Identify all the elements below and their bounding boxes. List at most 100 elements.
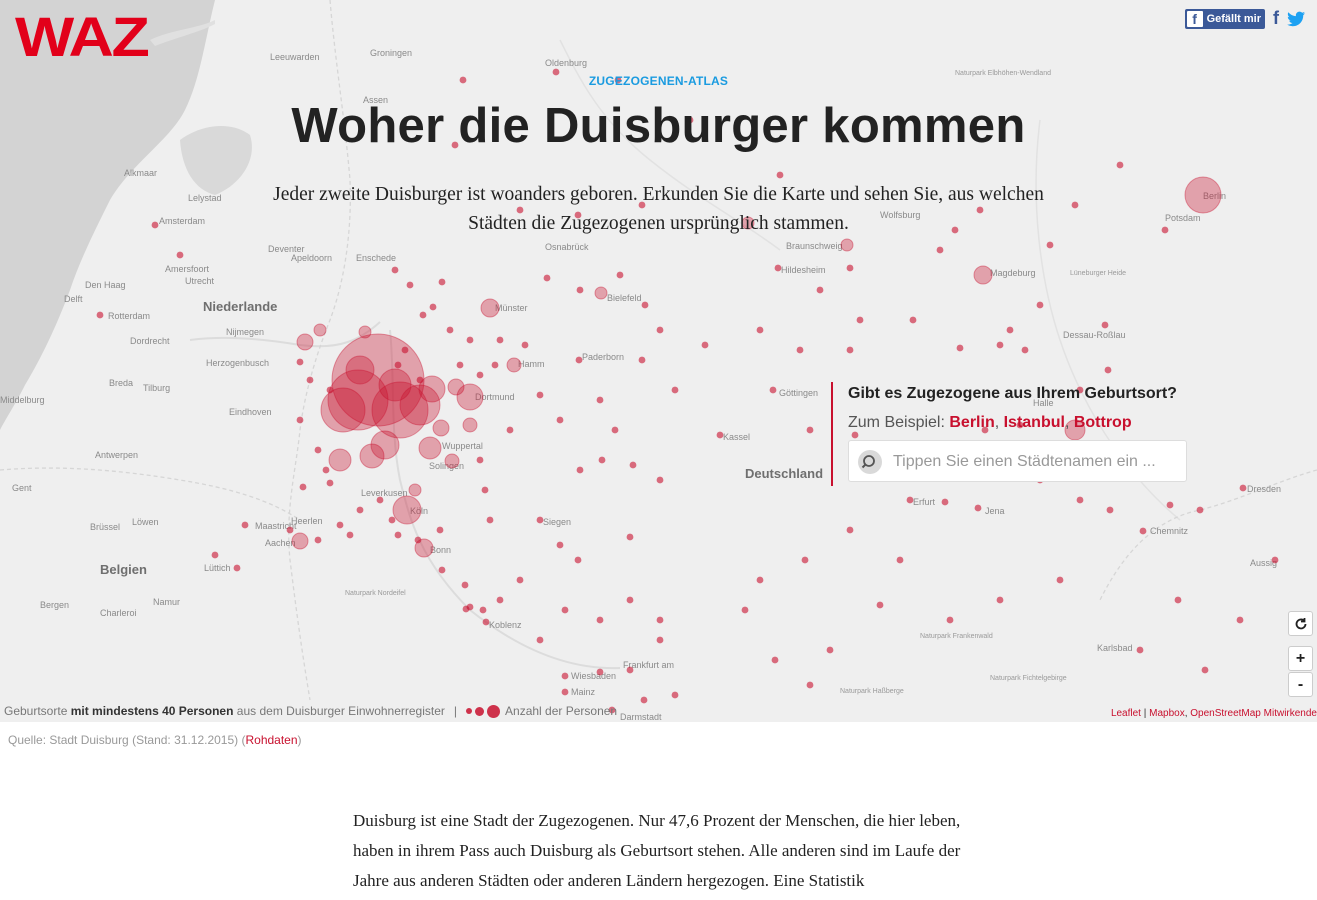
bubble-marker[interactable] — [906, 496, 914, 504]
bubble-marker[interactable] — [436, 526, 444, 534]
bubble-marker[interactable] — [806, 426, 814, 434]
waz-logo[interactable]: WAZ — [15, 5, 150, 68]
bubble-marker[interactable] — [629, 461, 637, 469]
bubble-marker[interactable] — [314, 446, 322, 454]
bubble-marker[interactable] — [576, 466, 584, 474]
bubble-marker[interactable] — [296, 358, 304, 366]
bubble-marker[interactable] — [176, 251, 184, 259]
bubble-marker[interactable] — [536, 636, 544, 644]
bubble-marker[interactable] — [476, 371, 484, 379]
bubble-marker[interactable] — [461, 581, 469, 589]
bubble-marker[interactable] — [370, 430, 400, 460]
bubble-marker[interactable] — [1184, 176, 1222, 214]
example-link-bottrop[interactable]: Bottrop — [1073, 414, 1132, 431]
bubble-marker[interactable] — [638, 201, 646, 209]
bubble-marker[interactable] — [816, 286, 824, 294]
bubble-marker[interactable] — [756, 326, 764, 334]
bubble-marker[interactable] — [596, 668, 604, 676]
bubble-marker[interactable] — [626, 666, 634, 674]
rohdaten-link[interactable]: Rohdaten — [245, 733, 298, 747]
bubble-marker[interactable] — [1076, 386, 1084, 394]
bubble-marker[interactable] — [946, 616, 954, 624]
example-link-istanbul[interactable]: Istanbul — [1003, 414, 1065, 431]
bubble-marker[interactable] — [326, 479, 334, 487]
bubble-marker[interactable] — [466, 336, 474, 344]
bubble-marker[interactable] — [640, 696, 648, 704]
leaflet-link[interactable]: Leaflet — [1110, 708, 1141, 719]
bubble-marker[interactable] — [656, 616, 664, 624]
bubble-marker[interactable] — [976, 206, 984, 214]
bubble-marker[interactable] — [1239, 484, 1247, 492]
bubble-marker[interactable] — [345, 355, 375, 385]
city-search-input[interactable] — [891, 449, 1180, 475]
bubble-marker[interactable] — [552, 68, 560, 76]
bubble-marker[interactable] — [408, 483, 422, 497]
bubble-marker[interactable] — [459, 76, 467, 84]
bubble-marker[interactable] — [241, 521, 249, 529]
bubble-marker[interactable] — [846, 264, 854, 272]
bubble-marker[interactable] — [1166, 501, 1174, 509]
bubble-marker[interactable] — [516, 206, 524, 214]
bubble-marker[interactable] — [491, 361, 499, 369]
bubble-marker[interactable] — [1161, 226, 1169, 234]
bubble-marker[interactable] — [656, 476, 664, 484]
bubble-marker[interactable] — [576, 286, 584, 294]
bubble-marker[interactable] — [296, 416, 304, 424]
bubble-marker[interactable] — [671, 691, 679, 699]
bubble-marker[interactable] — [429, 303, 437, 311]
reset-view-button[interactable] — [1288, 611, 1313, 636]
bubble-marker[interactable] — [496, 596, 504, 604]
bubble-marker[interactable] — [741, 216, 755, 230]
bubble-marker[interactable] — [462, 605, 470, 613]
bubble-marker[interactable] — [1116, 161, 1124, 169]
bubble-marker[interactable] — [1016, 421, 1024, 429]
bubble-marker[interactable] — [456, 383, 484, 411]
bubble-marker[interactable] — [846, 526, 854, 534]
bubble-marker[interactable] — [611, 426, 619, 434]
bubble-marker[interactable] — [806, 681, 814, 689]
bubble-marker[interactable] — [359, 443, 385, 469]
bubble-marker[interactable] — [536, 391, 544, 399]
bubble-marker[interactable] — [419, 311, 427, 319]
bubble-marker[interactable] — [313, 323, 327, 337]
bubble-marker[interactable] — [418, 375, 446, 403]
bubble-marker[interactable] — [1139, 527, 1147, 535]
bubble-marker[interactable] — [299, 483, 307, 491]
bubble-marker[interactable] — [1046, 241, 1054, 249]
bubble-marker[interactable] — [1071, 201, 1079, 209]
bubble-marker[interactable] — [556, 541, 564, 549]
bubble-marker[interactable] — [480, 298, 500, 318]
bubble-marker[interactable] — [996, 596, 1004, 604]
bubble-marker[interactable] — [506, 357, 522, 373]
bubble-marker[interactable] — [936, 246, 944, 254]
example-link-berlin[interactable]: Berlin — [949, 414, 995, 431]
bubble-marker[interactable] — [774, 264, 782, 272]
bubble-marker[interactable] — [701, 341, 709, 349]
bubble-marker[interactable] — [291, 532, 309, 550]
bubble-marker[interactable] — [973, 265, 993, 285]
bubble-marker[interactable] — [626, 596, 634, 604]
facebook-icon[interactable]: f — [1273, 8, 1279, 28]
bubble-marker[interactable] — [388, 516, 396, 524]
bubble-marker[interactable] — [536, 516, 544, 524]
zoom-out-button[interactable]: - — [1288, 672, 1313, 697]
bubble-marker[interactable] — [671, 386, 679, 394]
bubble-marker[interactable] — [418, 436, 442, 460]
bubble-marker[interactable] — [1036, 301, 1044, 309]
bubble-marker[interactable] — [1196, 506, 1204, 514]
bubble-marker[interactable] — [438, 566, 446, 574]
bubble-marker[interactable] — [394, 361, 402, 369]
bubble-marker[interactable] — [1076, 496, 1084, 504]
bubble-marker[interactable] — [951, 226, 959, 234]
bubble-marker[interactable] — [521, 341, 529, 349]
facebook-like-button[interactable]: f Gefällt mir — [1184, 8, 1265, 29]
bubble-marker[interactable] — [482, 618, 490, 626]
zoom-in-button[interactable]: + — [1288, 646, 1313, 671]
bubble-marker[interactable] — [846, 346, 854, 354]
bubble-marker[interactable] — [616, 271, 624, 279]
bubble-marker[interactable] — [598, 456, 606, 464]
bubble-marker[interactable] — [826, 646, 834, 654]
bubble-marker[interactable] — [96, 311, 104, 319]
bubble-marker[interactable] — [479, 606, 487, 614]
bubble-marker[interactable] — [391, 266, 399, 274]
